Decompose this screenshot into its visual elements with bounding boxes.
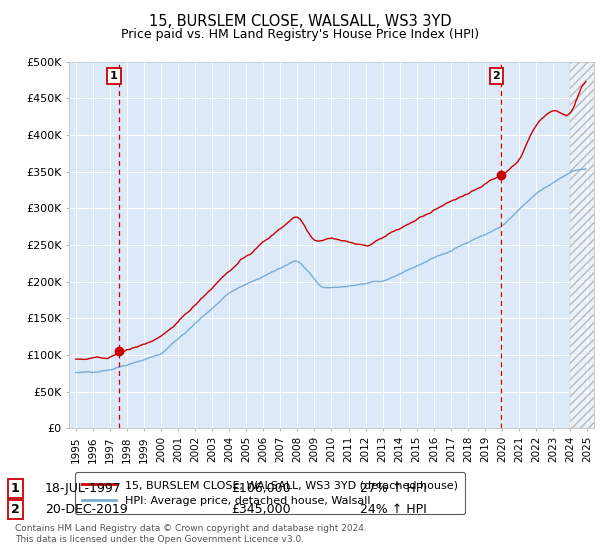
Text: 24% ↑ HPI: 24% ↑ HPI [360,503,427,516]
Text: 20-DEC-2019: 20-DEC-2019 [45,503,128,516]
Text: 2: 2 [493,71,500,81]
Text: £345,000: £345,000 [231,503,290,516]
Text: This data is licensed under the Open Government Licence v3.0.: This data is licensed under the Open Gov… [15,535,304,544]
Text: 1: 1 [11,482,19,495]
Bar [570,62,600,428]
Text: Price paid vs. HM Land Registry's House Price Index (HPI): Price paid vs. HM Land Registry's House … [121,28,479,41]
Legend: 15, BURSLEM CLOSE, WALSALL, WS3 3YD (detached house), HPI: Average price, detach: 15, BURSLEM CLOSE, WALSALL, WS3 3YD (det… [74,473,466,514]
Text: 1: 1 [110,71,118,81]
Text: 15, BURSLEM CLOSE, WALSALL, WS3 3YD: 15, BURSLEM CLOSE, WALSALL, WS3 3YD [149,14,451,29]
Bar [570,62,600,428]
Text: 2: 2 [11,503,19,516]
Text: Contains HM Land Registry data © Crown copyright and database right 2024.: Contains HM Land Registry data © Crown c… [15,524,367,533]
Text: £106,000: £106,000 [231,482,290,495]
Text: 27% ↑ HPI: 27% ↑ HPI [360,482,427,495]
Text: 18-JUL-1997: 18-JUL-1997 [45,482,122,495]
